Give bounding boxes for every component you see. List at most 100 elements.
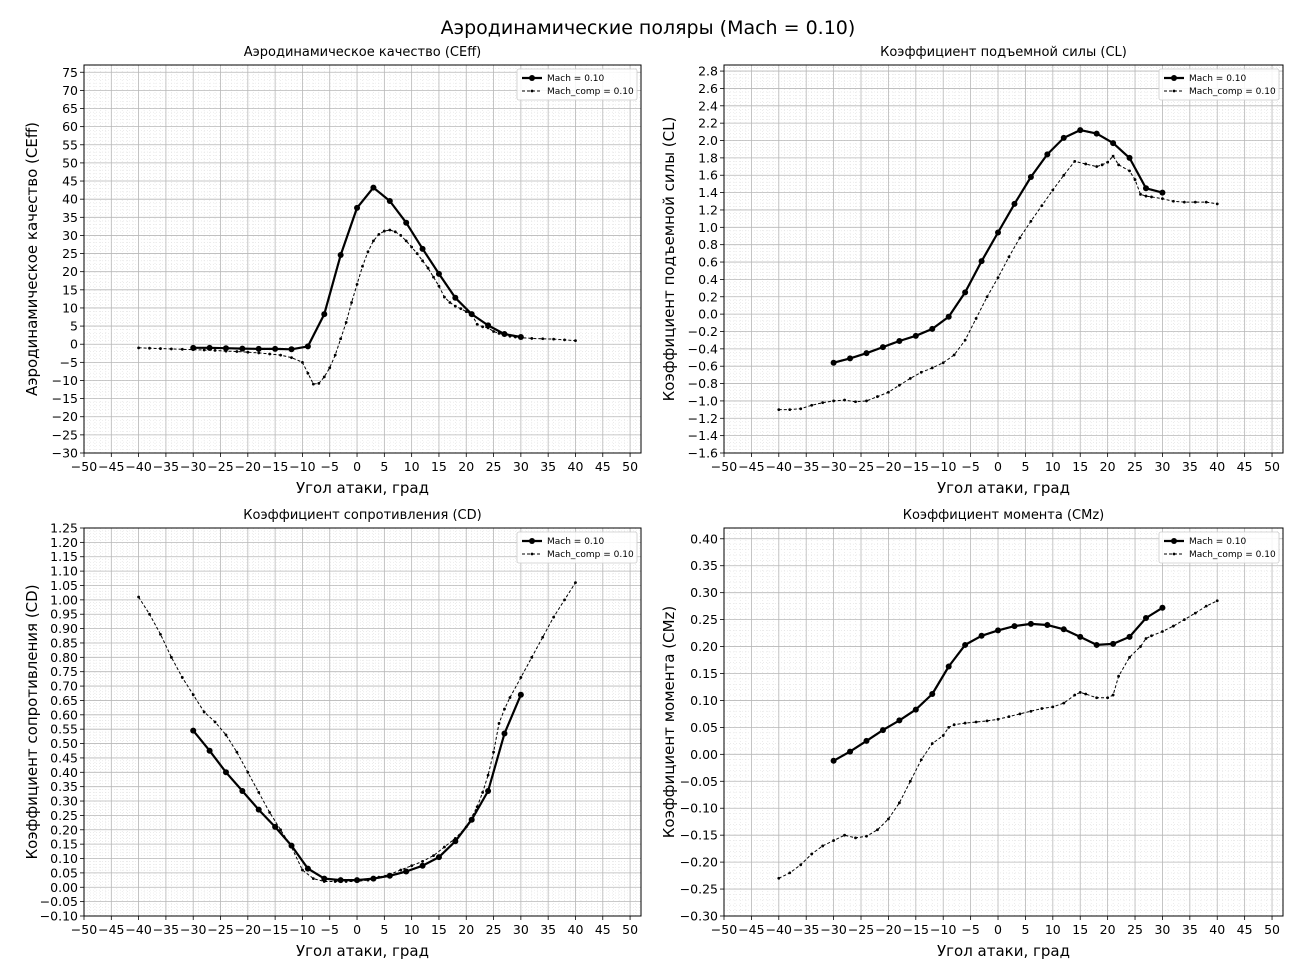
y-tick-label: 0.60 bbox=[50, 707, 78, 722]
legend-marker-mach-comp bbox=[530, 552, 534, 556]
data-point bbox=[945, 663, 952, 670]
data-point bbox=[344, 321, 348, 324]
y-axis-label: Коэффициент момента (CMz) bbox=[660, 606, 678, 839]
y-tick-label: 0.30 bbox=[690, 585, 718, 600]
data-point bbox=[879, 727, 886, 734]
data-point bbox=[896, 338, 903, 345]
data-point bbox=[191, 348, 195, 352]
x-tick-label: 15 bbox=[431, 459, 447, 474]
legend: Mach = 0.10 Mach_comp = 0.10 bbox=[516, 531, 638, 564]
x-tick-label: −30 bbox=[820, 922, 846, 937]
x-tick-label: 0 bbox=[994, 922, 1002, 937]
x-tick-label: −25 bbox=[207, 459, 233, 474]
data-point bbox=[821, 844, 825, 848]
y-tick-label: 0.45 bbox=[50, 750, 78, 765]
x-tick-label: −25 bbox=[848, 922, 874, 937]
data-point bbox=[464, 825, 468, 829]
x-tick-label: −5 bbox=[321, 922, 339, 937]
y-tick-label: 0.40 bbox=[690, 531, 718, 546]
data-point bbox=[1040, 707, 1044, 710]
data-point bbox=[239, 787, 246, 794]
data-point bbox=[279, 828, 282, 832]
data-point bbox=[206, 344, 213, 351]
x-tick-label: 30 bbox=[1154, 922, 1170, 937]
data-point bbox=[224, 349, 228, 353]
y-tick-label: 35 bbox=[62, 210, 78, 225]
y-tick-label: −0.25 bbox=[680, 882, 718, 897]
data-point bbox=[257, 351, 261, 355]
y-tick-label: 15 bbox=[62, 282, 78, 297]
data-point bbox=[169, 655, 173, 659]
x-tick-label: −30 bbox=[820, 459, 846, 474]
data-point bbox=[879, 344, 886, 351]
data-point bbox=[1078, 690, 1082, 694]
data-point bbox=[896, 717, 903, 724]
data-point bbox=[355, 282, 359, 286]
y-tick-label: 0.6 bbox=[698, 255, 718, 270]
legend: Mach = 0.10 Mach_comp = 0.10 bbox=[1158, 68, 1280, 101]
data-point bbox=[377, 232, 381, 236]
data-point bbox=[339, 337, 343, 341]
data-point bbox=[952, 353, 956, 357]
data-point bbox=[1150, 195, 1153, 199]
data-point bbox=[974, 720, 978, 724]
chart-3: −50 −45 −40 −35 −30 −25 −20 −15 −10 −5 0 5 10 15 20 25 3… bbox=[23, 508, 642, 960]
x-tick-label: −40 bbox=[125, 459, 151, 474]
data-point bbox=[191, 693, 195, 697]
data-point bbox=[1060, 134, 1067, 141]
x-tick-label: 10 bbox=[404, 459, 420, 474]
data-point bbox=[843, 398, 846, 402]
y-tick-label: 0.35 bbox=[50, 779, 78, 794]
y-tick-label: 0.25 bbox=[690, 612, 718, 627]
y-tick-label: 60 bbox=[62, 119, 78, 134]
y-tick-label: 0.70 bbox=[50, 679, 78, 694]
series-mach-comp bbox=[137, 228, 577, 386]
x-tick-label: 10 bbox=[1045, 459, 1061, 474]
x-tick-label: −10 bbox=[930, 922, 956, 937]
axes-frame bbox=[723, 64, 1284, 454]
data-point bbox=[301, 868, 304, 872]
data-point bbox=[1077, 127, 1084, 134]
data-point bbox=[863, 737, 870, 744]
data-point bbox=[514, 335, 517, 339]
data-point bbox=[388, 872, 392, 876]
data-point bbox=[1171, 199, 1175, 203]
y-tick-label: 0.95 bbox=[50, 607, 78, 622]
y-tick-label: −1.4 bbox=[688, 428, 718, 443]
y-tick-label: 0.20 bbox=[50, 822, 78, 837]
data-point bbox=[1117, 674, 1120, 678]
data-point bbox=[382, 229, 386, 233]
data-point bbox=[148, 346, 151, 350]
x-axis-label: Угол атаки, град bbox=[296, 942, 429, 960]
data-point bbox=[930, 366, 934, 370]
data-point bbox=[1215, 202, 1219, 206]
x-tick-label: 45 bbox=[595, 922, 611, 937]
data-point bbox=[1007, 255, 1011, 259]
data-point bbox=[485, 322, 492, 329]
x-tick-label: 20 bbox=[1100, 922, 1116, 937]
data-point bbox=[372, 239, 375, 243]
data-point bbox=[481, 325, 485, 329]
data-point bbox=[887, 817, 890, 821]
data-point bbox=[437, 284, 441, 288]
legend-label-mach: Mach = 0.10 bbox=[547, 537, 605, 547]
data-point bbox=[410, 245, 414, 249]
legend-box bbox=[516, 68, 638, 101]
data-point bbox=[995, 229, 1002, 236]
y-tick-label: 75 bbox=[62, 65, 78, 80]
data-point bbox=[399, 868, 403, 872]
data-point bbox=[1139, 192, 1142, 196]
data-point bbox=[257, 791, 261, 794]
data-point bbox=[453, 304, 457, 308]
y-tick-label: −1.0 bbox=[688, 393, 718, 408]
data-point bbox=[941, 361, 945, 365]
x-tick-label: −30 bbox=[180, 459, 206, 474]
y-tick-label: 0.15 bbox=[50, 837, 78, 852]
y-tick-label: 5 bbox=[70, 319, 78, 334]
legend-marker-mach-comp bbox=[530, 89, 534, 93]
y-tick-label: −0.15 bbox=[680, 828, 718, 843]
x-tick-label: 0 bbox=[994, 459, 1002, 474]
data-point bbox=[1040, 204, 1044, 208]
data-point bbox=[941, 734, 945, 737]
data-point bbox=[443, 845, 446, 849]
